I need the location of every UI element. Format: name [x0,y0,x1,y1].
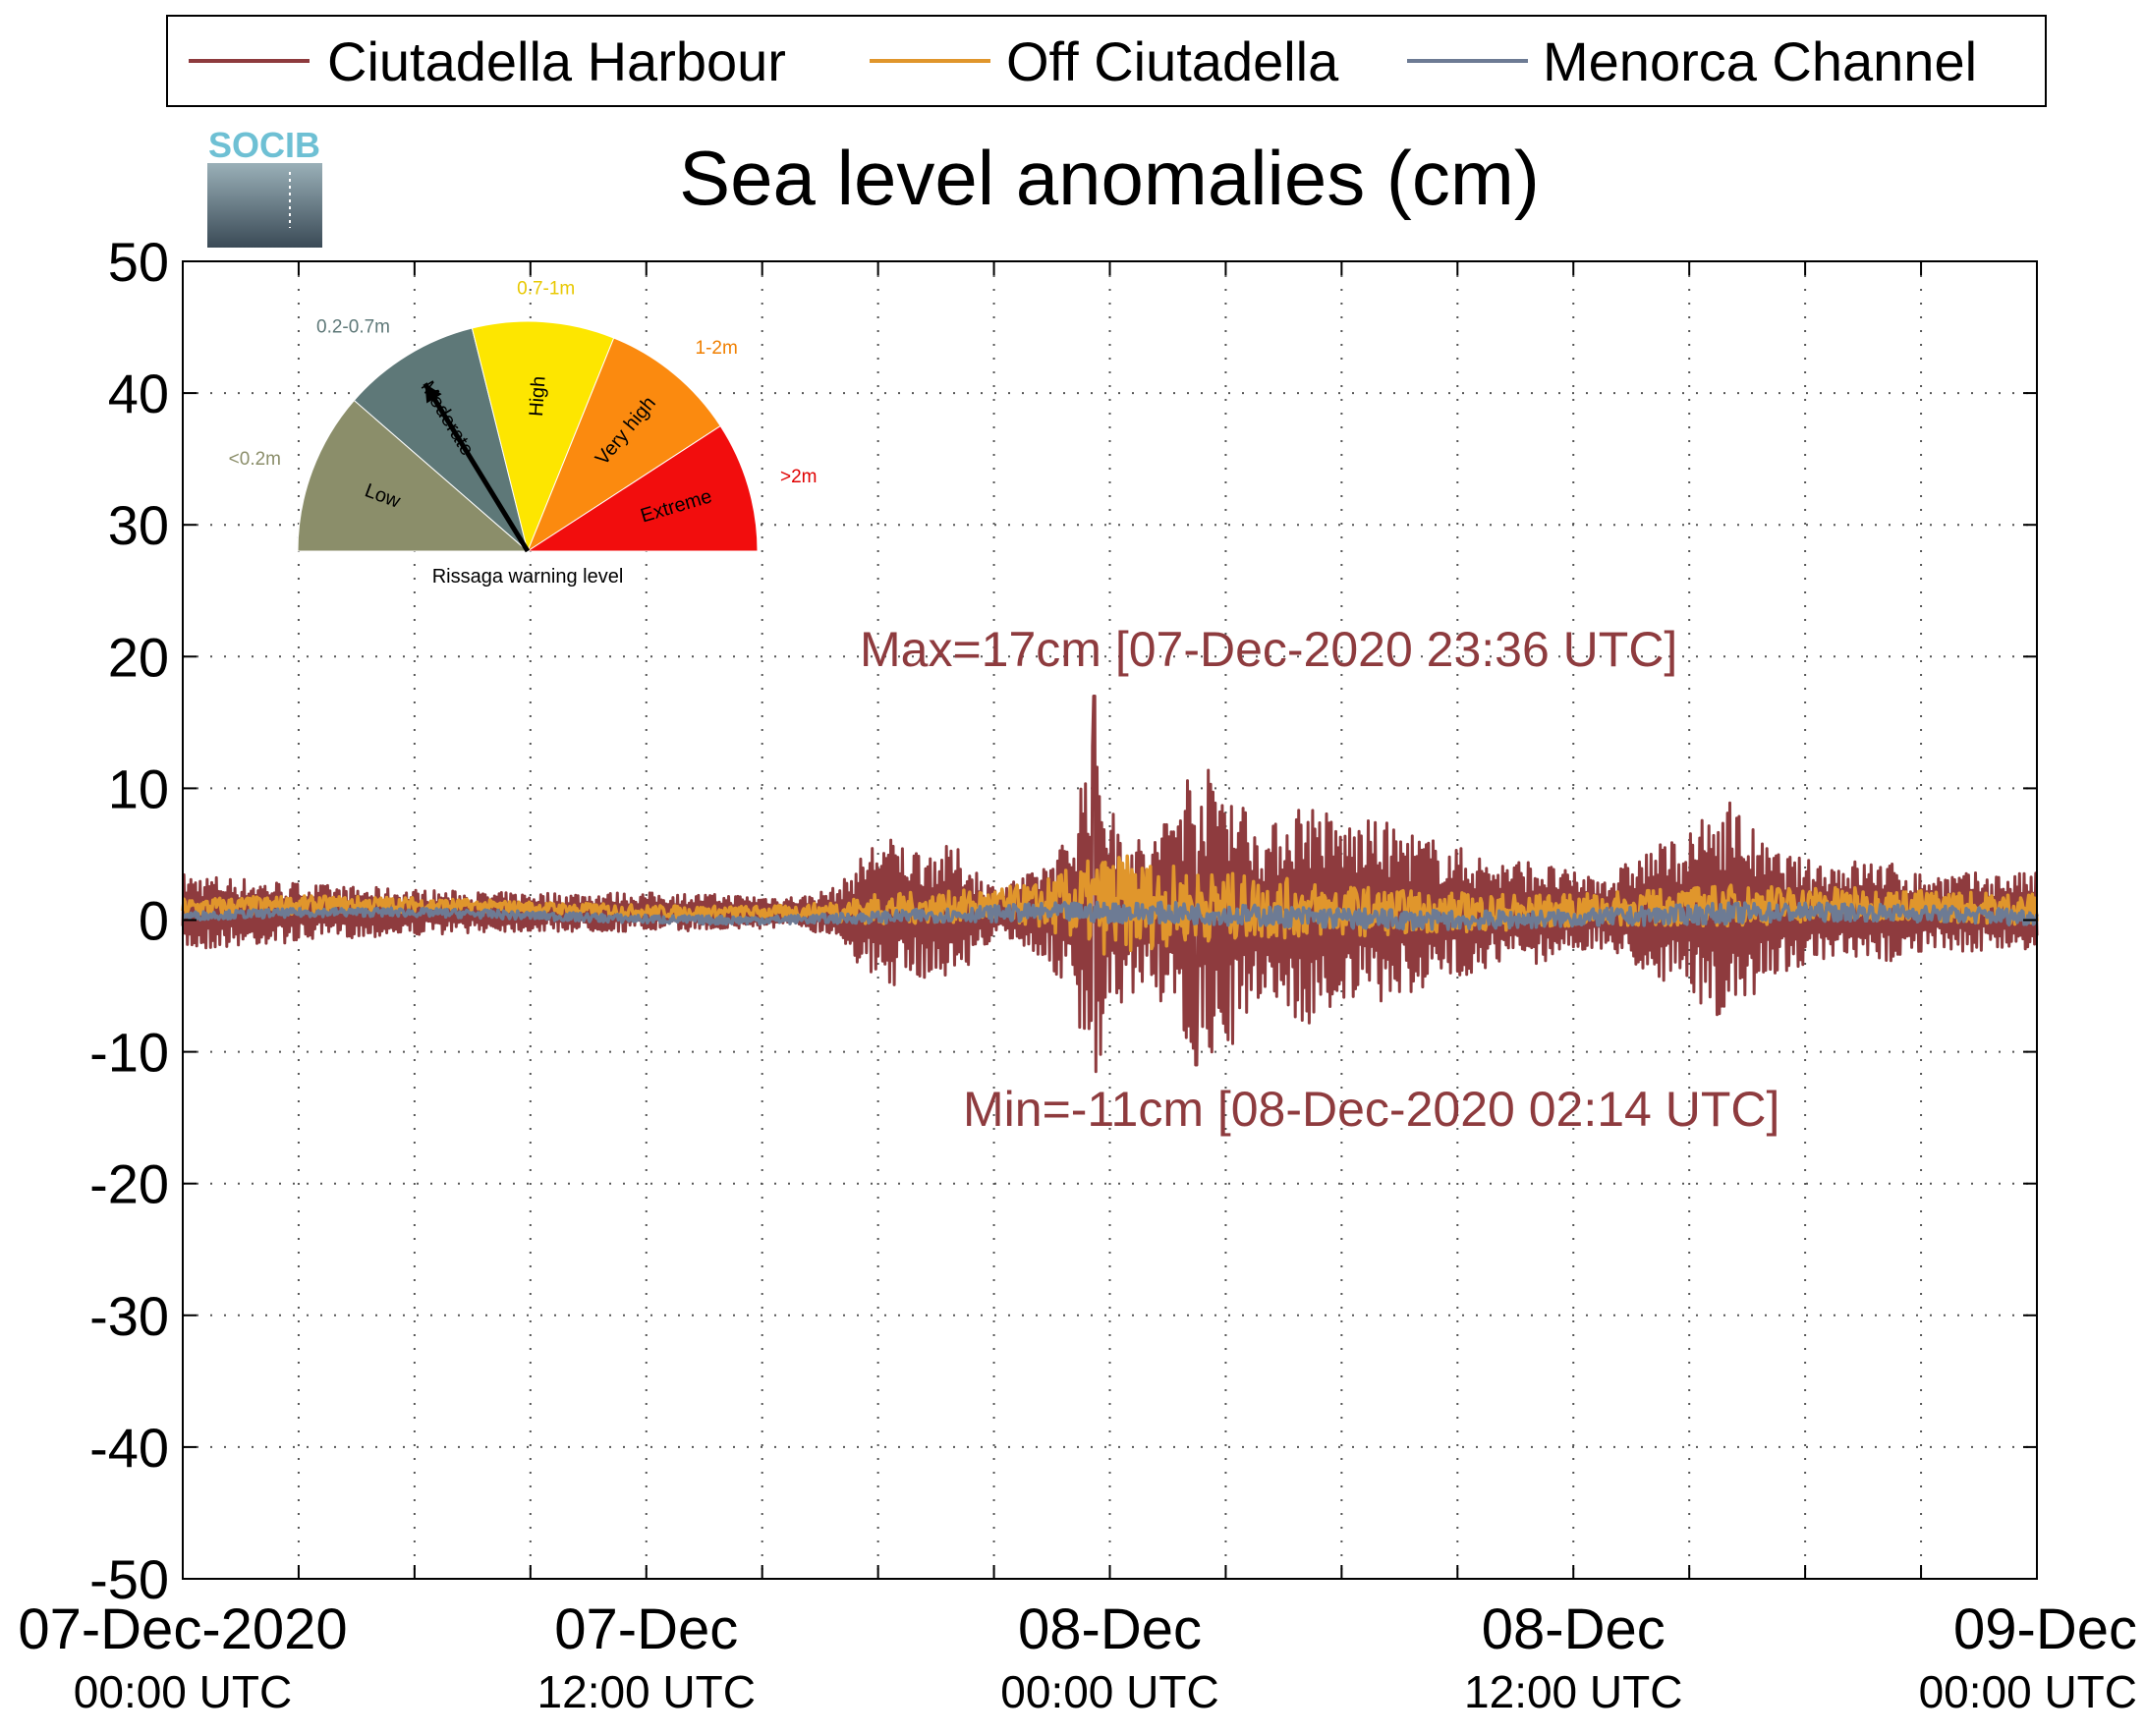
x-tick-date: 07-Dec [554,1597,738,1661]
x-tick-time: 12:00 UTC [537,1666,756,1717]
legend-label-ciutadella-harbour: Ciutadella Harbour [327,30,786,92]
y-tick-label: -10 [89,1022,169,1084]
gauge-range-label: 0.7-1m [517,279,575,300]
x-tick-date: 08-Dec [1018,1597,1202,1661]
y-axis: 50 40 30 20 10 0 -10 -20 -30 -40 -50 [89,231,2037,1610]
gauge-caption: Rissaga warning level [432,566,624,588]
legend-frame [166,15,2047,107]
series-line-menorca-channel [182,900,2039,931]
gauge-range-label: 0.2-0.7m [316,317,390,338]
x-tick-time: 12:00 UTC [1464,1666,1682,1717]
gauge-needle-head [424,383,442,404]
x-tick-time: 00:00 UTC [1000,1666,1218,1717]
y-tick-label: -20 [89,1153,169,1215]
y-tick-label: 30 [108,494,169,556]
x-tick-date: 09-Dec [1953,1597,2137,1661]
y-tick-label: 0 [139,890,169,952]
svg-text:SOCIB: SOCIB [208,125,320,165]
gauge-sector-very-high [526,337,721,553]
legend-label-off-ciutadella: Off Ciutadella [1006,30,1339,92]
gauge-range-label: 1-2m [696,338,738,359]
x-tick-time: 00:00 UTC [1919,1666,2137,1717]
series-lines [181,695,2039,1074]
max-annotation: Max=17cm [07-Dec-2020 23:36 UTC] [860,622,1677,677]
x-tick-date: 08-Dec [1482,1597,1665,1661]
gauge-needle [423,382,531,553]
gauge-sector-label: High [526,375,550,418]
gauge-sector-low [297,399,530,552]
gauge-sector-high [471,320,615,553]
y-tick-label: 20 [108,626,169,688]
gauge-sector-moderate [353,327,529,553]
legend: Ciutadella Harbour Off Ciutadella Menorc… [166,15,2047,107]
y-tick-label: -50 [89,1548,169,1610]
x-tick-time: 00:00 UTC [74,1666,292,1717]
min-annotation: Min=-11cm [08-Dec-2020 02:14 UTC] [963,1082,1779,1137]
y-tick-label: 50 [108,231,169,293]
gauge-sector-extreme [526,424,759,552]
legend-label-menorca-channel: Menorca Channel [1543,30,1977,92]
chart-title: Sea level anomalies (cm) [679,135,1540,221]
y-tick-label: 40 [108,363,169,424]
gauge-range-label: <0.2m [229,449,281,470]
gauge-range-label: >2m [780,467,818,487]
y-tick-label: -40 [89,1417,169,1479]
y-tick-label: 10 [108,757,169,819]
y-tick-label: -30 [89,1285,169,1347]
socib-logo: SOCIB [207,125,322,248]
x-tick-date: 07-Dec-2020 [18,1597,347,1661]
